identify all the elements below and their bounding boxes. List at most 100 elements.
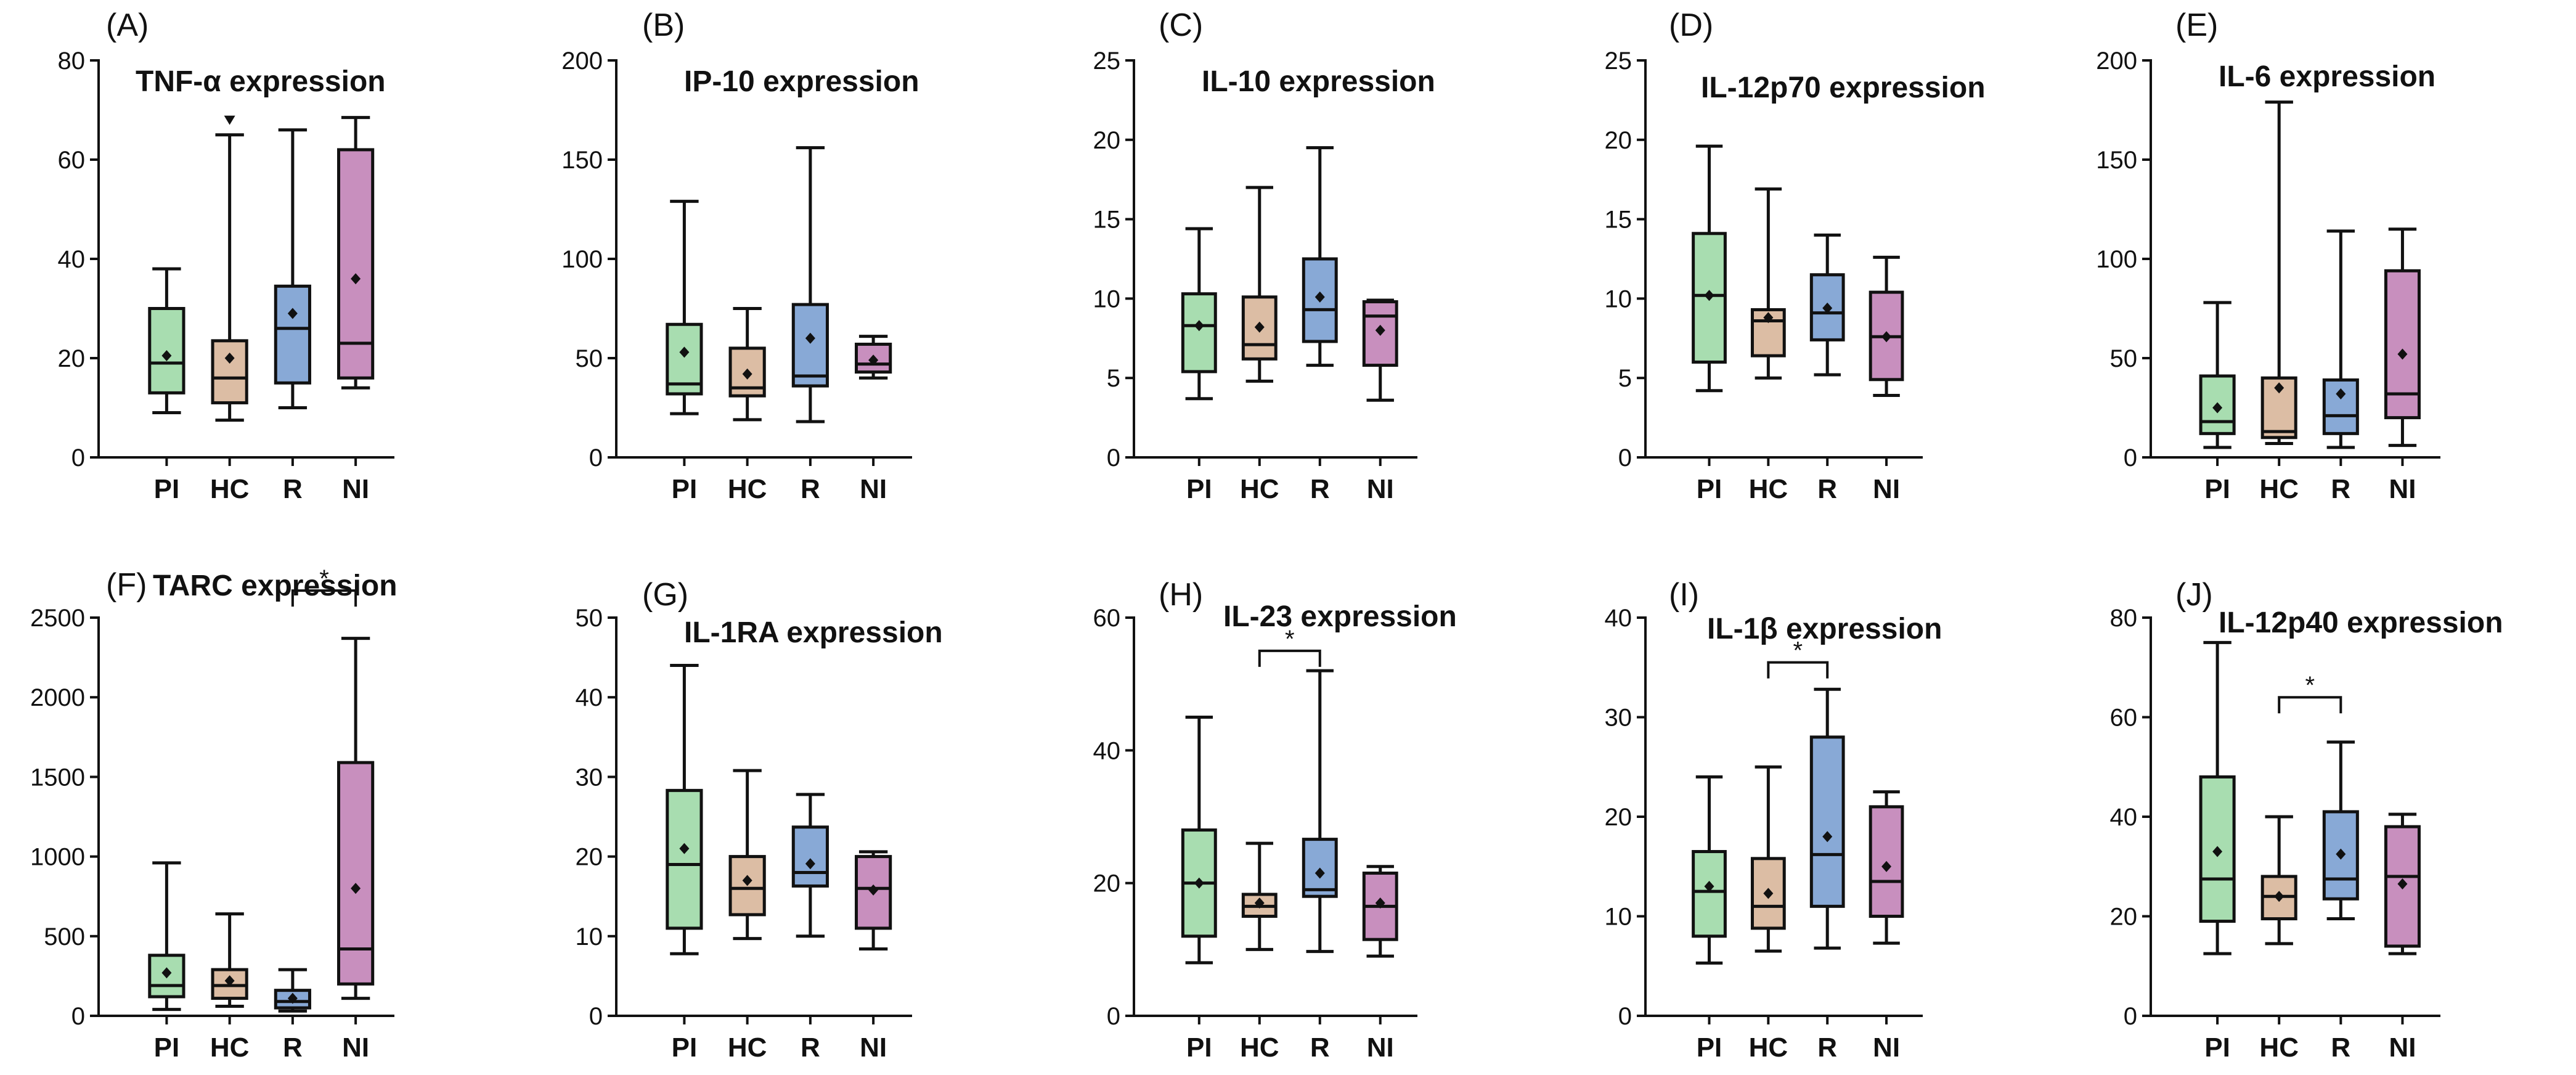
y-tick-label: 0 bbox=[1618, 444, 1632, 472]
box-hc bbox=[1750, 857, 1786, 930]
mean-marker-hc bbox=[2274, 891, 2285, 902]
x-tick-label: PI bbox=[154, 1032, 180, 1063]
mean-marker-ni bbox=[351, 273, 361, 285]
mean-marker-hc bbox=[2274, 382, 2285, 394]
box-ni bbox=[2384, 269, 2421, 420]
x-tick-label: NI bbox=[342, 1032, 369, 1063]
mean-marker-hc bbox=[1254, 897, 1265, 909]
significance-bracket bbox=[1258, 649, 1321, 667]
x-tick-label: R bbox=[283, 474, 303, 504]
y-tick-label: 80 bbox=[2110, 605, 2138, 632]
mean-marker-pi bbox=[161, 349, 172, 361]
y-tick-label: 0 bbox=[1618, 1003, 1632, 1030]
x-tick-label: R bbox=[2331, 1032, 2350, 1063]
y-tick-label: 50 bbox=[576, 605, 603, 632]
box-pi bbox=[2199, 374, 2236, 435]
y-tick-label: 20 bbox=[1605, 804, 1632, 831]
x-tick-label: HC bbox=[1749, 1032, 1788, 1063]
y-tick-label: 20 bbox=[58, 345, 86, 372]
y-tick-label: 0 bbox=[71, 444, 85, 472]
panel-title: IL-12p40 expression bbox=[2219, 607, 2503, 639]
x-tick-label: NI bbox=[2389, 474, 2416, 504]
mean-marker-ni bbox=[1881, 860, 1892, 872]
x-tick-label: NI bbox=[860, 1032, 887, 1063]
x-tick-label: R bbox=[283, 1032, 303, 1063]
y-tick-label: 50 bbox=[576, 345, 603, 372]
x-tick-label: PI bbox=[1186, 1032, 1212, 1063]
y-tick-label: 15 bbox=[1093, 206, 1121, 234]
y-tick-label: 30 bbox=[1605, 705, 1632, 732]
y-tick-label: 40 bbox=[576, 684, 603, 711]
x-tick-label: NI bbox=[1873, 1032, 1900, 1063]
y-tick-label: 10 bbox=[1605, 285, 1632, 313]
panel-letter: (C) bbox=[1159, 7, 1203, 43]
x-tick-label: R bbox=[801, 1032, 820, 1063]
y-tick-label: 0 bbox=[589, 444, 603, 472]
mean-marker-pi bbox=[679, 843, 690, 854]
mean-marker-r bbox=[1822, 831, 1833, 843]
x-tick-label: HC bbox=[2259, 1032, 2299, 1063]
mean-marker-ni bbox=[351, 883, 361, 894]
mean-marker-hc bbox=[742, 875, 752, 886]
y-tick-label: 40 bbox=[1093, 737, 1121, 764]
significance-label: * bbox=[1285, 626, 1295, 653]
mean-marker-pi bbox=[2212, 402, 2223, 414]
panel-e: (E)IL-6 expression 0 50 100 150 200 PI HC R NI bbox=[2096, 7, 2440, 504]
panel-b: (B) IP-10 expression 0 50 100 150 200 PI HC R NI bbox=[561, 7, 919, 504]
significance-bracket bbox=[291, 589, 357, 607]
y-tick-label: 20 bbox=[1093, 127, 1121, 154]
box-ni bbox=[337, 148, 375, 380]
y-tick-label: 60 bbox=[58, 147, 86, 174]
mean-marker-r bbox=[287, 992, 298, 1004]
significance-label: * bbox=[319, 565, 329, 592]
x-tick-label: R bbox=[1310, 1032, 1330, 1063]
x-tick-label: NI bbox=[2389, 1032, 2416, 1063]
panel-letter: (I) bbox=[1669, 577, 1699, 613]
box-hc bbox=[211, 968, 248, 1000]
y-tick-label: 0 bbox=[2124, 444, 2137, 472]
x-tick-label: HC bbox=[1749, 474, 1788, 504]
mean-marker-r bbox=[1314, 291, 1325, 303]
mean-marker-r bbox=[287, 308, 298, 319]
y-tick-label: 40 bbox=[2110, 804, 2138, 831]
x-tick-label: HC bbox=[1240, 474, 1279, 504]
panel-title: IL-6 expression bbox=[2219, 60, 2435, 93]
y-tick-label: 150 bbox=[2096, 147, 2137, 174]
mean-marker-hc bbox=[1763, 888, 1774, 899]
x-tick-label: PI bbox=[1186, 474, 1212, 504]
panel-g: (G)IL-1RA expression 0 10 20 30 40 50 PI HC R NI bbox=[576, 577, 943, 1063]
y-tick-label: 200 bbox=[2096, 47, 2137, 75]
mean-marker-ni bbox=[868, 354, 879, 366]
mean-marker-pi bbox=[161, 967, 172, 979]
panel-letter: (F) bbox=[106, 567, 147, 603]
significance-bracket bbox=[2278, 696, 2342, 714]
y-tick-label: 20 bbox=[1093, 870, 1121, 897]
mean-marker-r bbox=[1314, 867, 1325, 879]
x-tick-label: HC bbox=[210, 474, 250, 504]
box-r bbox=[2322, 378, 2359, 435]
box-ni bbox=[337, 761, 375, 986]
y-tick-label: 2500 bbox=[30, 605, 85, 632]
significance-bracket bbox=[1767, 661, 1829, 679]
mean-marker-hc bbox=[1763, 312, 1774, 324]
x-tick-label: NI bbox=[342, 474, 369, 504]
y-tick-label: 200 bbox=[561, 47, 603, 75]
y-tick-label: 50 bbox=[2110, 345, 2138, 372]
mean-marker-r bbox=[2336, 388, 2346, 399]
outlier-hc bbox=[224, 115, 235, 125]
mean-marker-pi bbox=[2212, 846, 2223, 857]
x-tick-label: R bbox=[2331, 474, 2350, 504]
box-pi bbox=[1692, 850, 1727, 938]
significance-label: * bbox=[1793, 637, 1803, 664]
y-tick-label: 60 bbox=[1093, 605, 1121, 632]
box-r bbox=[791, 825, 829, 888]
x-tick-label: PI bbox=[1697, 1032, 1722, 1063]
x-tick-label: NI bbox=[1367, 1032, 1394, 1063]
mean-marker-r bbox=[805, 858, 815, 870]
x-tick-label: HC bbox=[728, 474, 767, 504]
x-tick-label: NI bbox=[1367, 474, 1394, 504]
x-tick-label: HC bbox=[728, 1032, 767, 1063]
x-tick-label: NI bbox=[860, 474, 887, 504]
panel-i: (I) IL-1β expression 0 10 20 30 40 PI HC R NI * bbox=[1605, 577, 1942, 1063]
